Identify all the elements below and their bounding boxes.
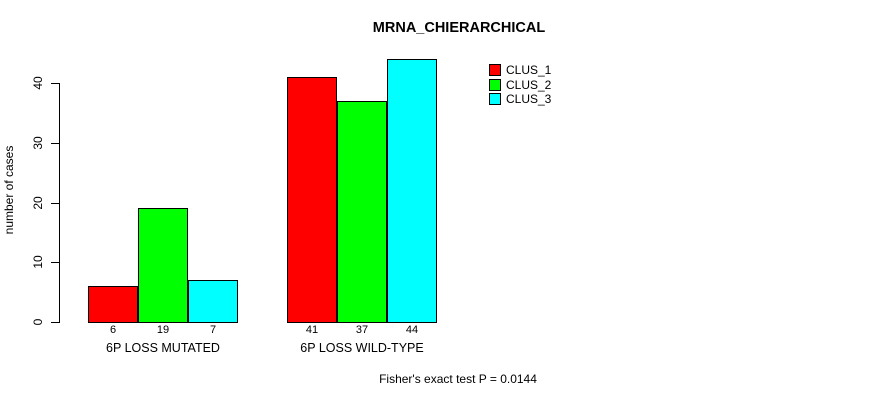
legend-swatch-clus_2 <box>489 78 501 91</box>
chart-bar-clus_3-group1 <box>188 280 238 323</box>
bar-value-label: 6 <box>109 324 117 336</box>
bar-value-label: 19 <box>156 324 170 336</box>
legend-row-clus_3: CLUS_3 <box>489 92 551 107</box>
y-axis-line <box>59 83 60 323</box>
bar-value-label: 41 <box>305 324 319 336</box>
legend-swatch-clus_3 <box>489 93 501 106</box>
legend: CLUS_1 CLUS_2 CLUS_3 <box>489 63 551 107</box>
bar-value-label: 44 <box>405 324 419 336</box>
legend-label: CLUS_1 <box>506 63 552 78</box>
chart-bar-clus_2-group1 <box>138 208 188 323</box>
chart-bar-clus_1-group1 <box>88 286 138 323</box>
legend-label: CLUS_2 <box>506 77 552 92</box>
y-tick-mark <box>51 143 59 144</box>
y-tick-mark <box>51 322 59 323</box>
y-tick-mark <box>51 203 59 204</box>
y-tick-label: 40 <box>31 76 45 90</box>
legend-row-clus_1: CLUS_1 <box>489 63 551 78</box>
chart-bar-clus_3-group2 <box>387 59 437 323</box>
y-axis-label: number of cases <box>2 145 16 235</box>
legend-row-clus_2: CLUS_2 <box>489 78 551 93</box>
bar-value-label: 37 <box>355 324 369 336</box>
group-label-mutated: 6P LOSS MUTATED <box>106 341 220 355</box>
group-label-wild-type: 6P LOSS WILD-TYPE <box>300 341 424 355</box>
chart-bar-clus_1-group2 <box>287 77 337 323</box>
y-tick-label: 30 <box>31 136 45 150</box>
legend-label: CLUS_3 <box>506 92 552 107</box>
legend-swatch-clus_1 <box>489 64 501 77</box>
y-tick-mark <box>51 83 59 84</box>
y-tick-label: 0 <box>31 318 45 326</box>
chart-bar-clus_2-group2 <box>337 101 387 323</box>
y-tick-label: 10 <box>31 255 45 269</box>
y-tick-label: 20 <box>31 196 45 210</box>
fisher-test-annotation: Fisher's exact test P = 0.0144 <box>379 372 537 386</box>
y-tick-mark <box>51 262 59 263</box>
bar-value-label: 7 <box>209 324 217 336</box>
chart-title: MRNA_CHIERARCHICAL <box>372 20 546 36</box>
